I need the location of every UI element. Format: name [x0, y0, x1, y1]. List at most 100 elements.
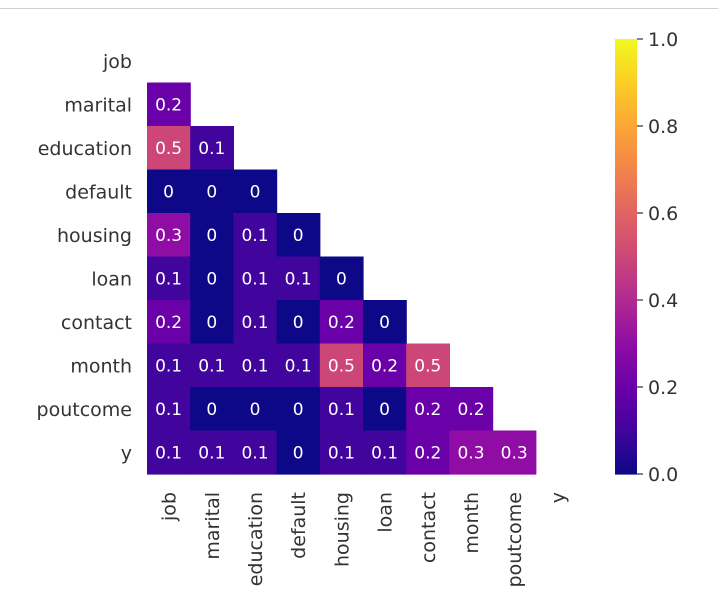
- colorbar-gradient-step: [615, 352, 637, 355]
- colorbar-gradient-step: [615, 467, 637, 471]
- colorbar-gradient-step: [615, 197, 637, 201]
- colorbar-gradient-step: [615, 395, 637, 399]
- colorbar-gradient-step: [615, 421, 637, 425]
- x-tick-label-housing: housing: [331, 492, 353, 567]
- colorbar-gradient-step: [615, 328, 637, 332]
- colorbar-gradient-step: [615, 221, 637, 225]
- colorbar-gradient-step: [615, 247, 637, 251]
- colorbar-gradient-step: [615, 308, 637, 312]
- colorbar-gradient-step: [615, 373, 637, 377]
- colorbar-gradient-step: [615, 389, 637, 392]
- colorbar-gradient-step: [615, 447, 637, 451]
- colorbar-gradient-step: [615, 139, 637, 142]
- colorbar-gradient-step: [615, 82, 637, 86]
- colorbar-gradient-step: [615, 43, 637, 47]
- colorbar-gradient-step: [615, 228, 637, 231]
- colorbar-gradient-step: [615, 339, 637, 342]
- cell-value-label: 0.1: [241, 313, 268, 333]
- cell-value-label: 0: [250, 182, 261, 202]
- cell-value-label: 0: [293, 443, 304, 463]
- heatmap-cell-loan-job: [147, 256, 191, 301]
- heatmap-cell-housing-education: [233, 213, 278, 258]
- cell-value-label: 0.5: [328, 356, 355, 376]
- y-tick-label-contact: contact: [61, 312, 132, 334]
- colorbar-gradient-step: [615, 143, 637, 147]
- colorbar-tick-label: 1.0: [648, 29, 678, 51]
- colorbar-gradient-step: [615, 280, 637, 284]
- y-tick-label-loan: loan: [91, 268, 132, 290]
- colorbar-gradient-step: [615, 180, 637, 184]
- colorbar-gradient-step: [615, 450, 637, 453]
- x-tick-label-education: education: [245, 492, 267, 586]
- cell-value-label: 0.1: [241, 443, 268, 463]
- colorbar-gradient-step: [615, 65, 637, 68]
- colorbar-gradient-step: [615, 434, 637, 438]
- heatmap-cell-y-job: [147, 430, 191, 475]
- colorbar-gradient-step: [615, 358, 637, 362]
- y-tick-label-housing: housing: [57, 225, 132, 247]
- colorbar-gradient-step: [615, 78, 637, 81]
- heatmap-cell-housing-default: [276, 213, 321, 258]
- cell-value-label: 0.2: [155, 313, 182, 333]
- colorbar-tick-label: 0.8: [648, 116, 678, 138]
- colorbar-gradient-step: [615, 152, 637, 155]
- cell-value-label: 0.1: [371, 443, 398, 463]
- colorbar-gradient-step: [615, 363, 637, 366]
- heatmap-cell-y-marital: [190, 430, 234, 475]
- colorbar-gradient-step: [615, 132, 637, 136]
- colorbar-gradient-step: [615, 291, 637, 295]
- heatmap-cell-default-job: [147, 169, 191, 214]
- colorbar-gradient-step: [615, 365, 637, 369]
- colorbar-gradient-step: [615, 408, 637, 412]
- colorbar-gradient-step: [615, 158, 637, 162]
- colorbar-gradient-step: [615, 297, 637, 301]
- cell-value-label: 0.2: [371, 356, 398, 376]
- heatmap-cell-y-month: [449, 430, 494, 475]
- colorbar-gradient-step: [615, 89, 637, 92]
- colorbar-gradient-step: [615, 147, 637, 151]
- colorbar-gradient-step: [615, 456, 637, 460]
- colorbar-gradient-step: [615, 413, 637, 416]
- colorbar-gradient-step: [615, 193, 637, 197]
- heatmap-cell-poutcome-education: [233, 387, 278, 432]
- heatmap-cell-y-poutcome: [492, 430, 537, 475]
- cell-value-label: 0.2: [155, 95, 182, 115]
- colorbar-gradient-step: [615, 458, 637, 462]
- cell-value-label: 0: [250, 400, 261, 420]
- colorbar-gradient-step: [615, 387, 637, 390]
- heatmap-cell-month-housing: [319, 343, 364, 388]
- colorbar-gradient-step: [615, 263, 637, 266]
- colorbar-gradient-step: [615, 217, 637, 221]
- colorbar-gradient-step: [615, 460, 637, 464]
- notebook-cell-border: [0, 0, 718, 9]
- colorbar-gradient-step: [615, 121, 637, 125]
- colorbar-gradient-step: [615, 289, 637, 292]
- colorbar-gradient-step: [615, 56, 637, 60]
- colorbar-gradient-step: [615, 321, 637, 325]
- colorbar-gradient-step: [615, 243, 637, 247]
- cell-value-label: 0.1: [155, 356, 182, 376]
- colorbar-gradient-step: [615, 400, 637, 403]
- colorbar-gradient-step: [615, 465, 637, 469]
- colorbar-gradient-step: [615, 123, 637, 127]
- colorbar-gradient-step: [615, 428, 637, 432]
- colorbar-gradient-step: [615, 336, 637, 340]
- colorbar-gradient-step: [615, 313, 637, 316]
- cell-value-label: 0: [206, 226, 217, 246]
- colorbar-gradient-step: [615, 145, 637, 149]
- cell-value-label: 0: [293, 313, 304, 333]
- cell-value-label: 0.1: [155, 400, 182, 420]
- colorbar-gradient-step: [615, 345, 637, 349]
- cell-value-label: 0.1: [198, 356, 225, 376]
- colorbar-gradient-step: [615, 350, 637, 353]
- heatmap-cell-y-default: [276, 430, 321, 475]
- cell-value-label: 0.2: [414, 400, 441, 420]
- colorbar-gradient-step: [615, 41, 637, 44]
- colorbar-gradient-step: [615, 213, 637, 216]
- heatmap-cell-poutcome-marital: [190, 387, 234, 432]
- heatmap-cell-month-job: [147, 343, 191, 388]
- colorbar-tick-label: 0.2: [648, 377, 678, 399]
- colorbar-gradient-step: [615, 391, 637, 395]
- heatmap-cell-contact-housing: [319, 300, 364, 345]
